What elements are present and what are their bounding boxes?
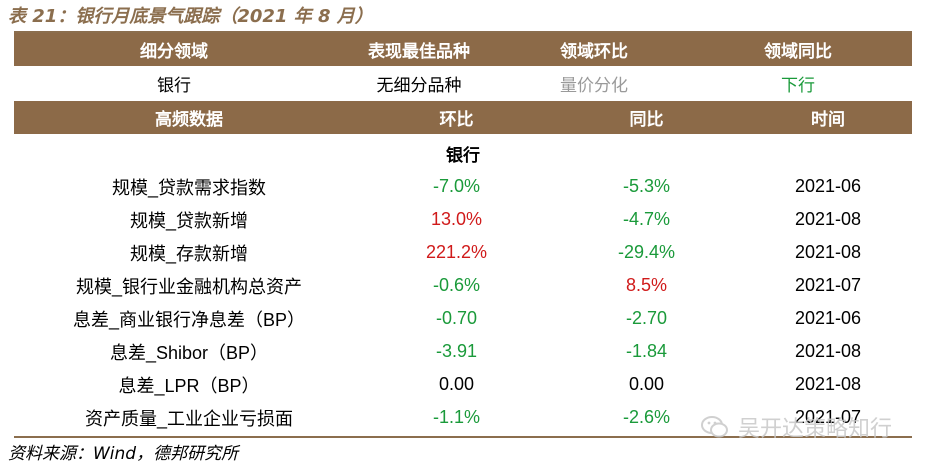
summary-sector: 银行 [157,76,191,96]
row-indicator: 息差_商业银行净息差（BP） [72,309,306,330]
row-indicator: 资产质量_工业企业亏损面 [84,408,293,429]
col-header-date: 时间 [811,110,845,130]
row-date: 2021-08 [794,341,862,361]
row-yoy: -2.6% [622,407,671,427]
row-mom: -0.70 [435,308,478,328]
row-yoy: -5.3% [622,176,671,196]
watermark-text: 吴开达策略知行 [738,417,893,442]
row-indicator: 息差_LPR（BP） [118,375,260,396]
table-row: 规模_贷款新增 13.0% -4.7% 2021-08 [14,203,912,236]
col-header-best: 表现最佳品种 [368,42,470,62]
row-yoy: -2.70 [625,308,668,328]
row-indicator: 规模_存款新增 [129,243,248,264]
table-row: 息差_Shibor（BP） -3.91 -1.84 2021-08 [14,335,912,368]
col-header-mom: 领域环比 [560,42,628,62]
summary-row: 银行 无细分品种 量价分化 下行 [14,67,912,100]
row-indicator: 规模_银行业金融机构总资产 [75,276,302,297]
summary-best: 无细分品种 [376,76,462,96]
row-yoy: -4.7% [622,209,671,229]
row-mom: -7.0% [432,176,481,196]
col-header-sector: 细分领域 [140,42,208,62]
row-yoy: -29.4% [617,242,676,262]
row-date: 2021-07 [794,275,862,295]
row-mom: 13.0% [430,209,483,229]
source-note: 资料来源：Wind，德邦研究所 [8,444,239,464]
table-row: 规模_银行业金融机构总资产 -0.6% 8.5% 2021-07 [14,269,912,302]
row-indicator: 规模_贷款新增 [129,210,248,231]
row-date: 2021-06 [794,308,862,328]
row-yoy: -1.84 [625,341,668,361]
row-date: 2021-08 [794,242,862,262]
row-date: 2021-07 [794,407,862,427]
row-indicator: 规模_贷款需求指数 [111,177,266,198]
top-rule [14,31,912,33]
row-mom: -3.91 [435,341,478,361]
col-header-yoy: 领域同比 [764,42,832,62]
bottom-rule [14,436,912,438]
table-row: 息差_商业银行净息差（BP） -0.70 -2.70 2021-06 [14,302,912,335]
row-mom: 0.00 [438,374,475,394]
row-indicator: 息差_Shibor（BP） [109,342,269,363]
row-date: 2021-08 [794,374,862,394]
section-label: 银行 [446,145,480,166]
summary-mom: 量价分化 [560,76,628,96]
header-row-2: 高频数据 环比 同比 时间 [14,101,912,134]
table-row: 资产质量_工业企业亏损面 -1.1% -2.6% 2021-07 [14,401,912,434]
row-mom: -0.6% [432,275,481,295]
row-mom: -1.1% [432,407,481,427]
header-row-1: 细分领域 表现最佳品种 领域环比 领域同比 [14,33,912,66]
row-yoy: 8.5% [625,275,668,295]
wechat-icon [701,416,728,438]
col-header-mom2: 环比 [439,110,474,130]
row-date: 2021-08 [794,209,862,229]
row-date: 2021-06 [794,176,862,196]
summary-yoy: 下行 [781,76,815,96]
col-header-indicator: 高频数据 [155,110,223,130]
table-row: 规模_存款新增 221.2% -29.4% 2021-08 [14,236,912,269]
row-mom: 221.2% [425,242,488,262]
row-yoy: 0.00 [628,374,665,394]
table-row: 规模_贷款需求指数 -7.0% -5.3% 2021-06 [14,170,912,203]
table-title: 表 21：银行月底景气跟踪（2021 年 8 月） [8,6,373,27]
table-row: 息差_LPR（BP） 0.00 0.00 2021-08 [14,368,912,401]
col-header-yoy2: 同比 [629,110,664,130]
watermark: 吴开达策略知行 [700,410,892,444]
